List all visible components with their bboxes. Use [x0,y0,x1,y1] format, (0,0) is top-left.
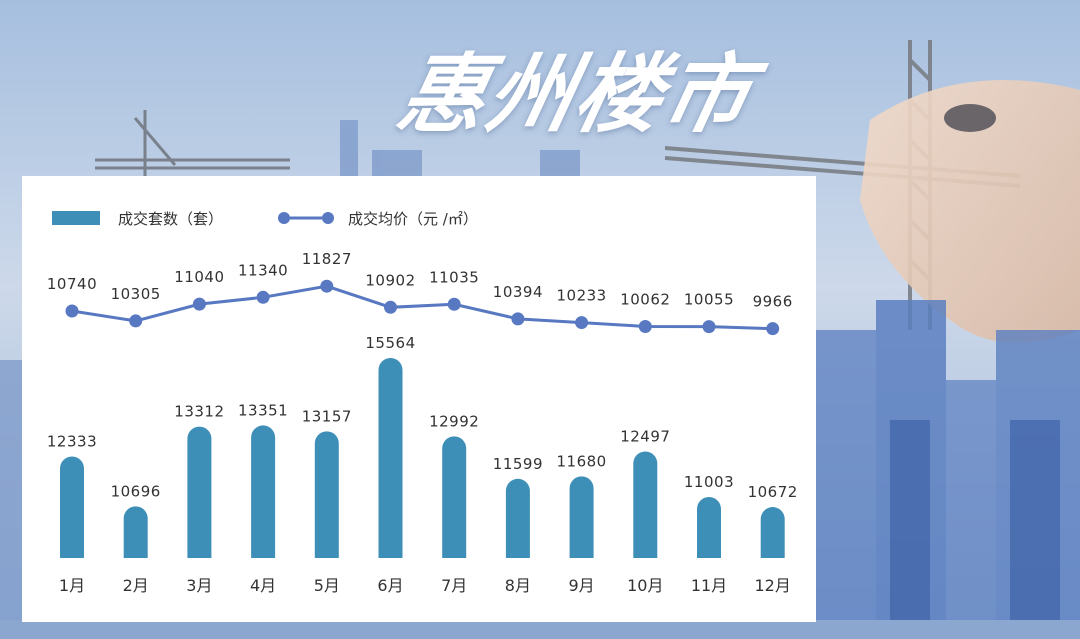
x-tick-12: 12月 [755,576,791,595]
price-label-6: 10902 [365,271,415,289]
bar-label-5: 13157 [302,407,352,425]
price-label-1: 10740 [47,275,97,293]
legend-line-marker-left [278,212,290,224]
price-label-8: 10394 [493,283,543,301]
price-label-12: 9966 [753,293,793,311]
x-tick-3: 3月 [186,576,212,595]
x-tick-6: 6月 [377,576,403,595]
price-point-3 [192,297,206,311]
price-label-7: 11035 [429,268,479,286]
price-label-11: 10055 [684,291,734,309]
bar-6 [378,358,403,558]
bar-label-11: 11003 [684,473,734,491]
legend-line-label: 成交均价（元 /㎡） [348,210,478,228]
bar-label-8: 11599 [493,455,543,473]
x-tick-8: 8月 [505,576,531,595]
bar-8 [505,478,530,558]
price-point-6 [384,300,397,314]
x-tick-10: 10月 [627,576,663,595]
bar-label-3: 13312 [174,403,224,421]
bar-label-4: 13351 [238,401,288,419]
price-point-9 [575,316,589,330]
headline-title: 惠州楼市 [389,45,763,145]
price-point-4 [256,290,270,304]
bar-10 [633,451,658,558]
price-label-5: 11827 [302,250,352,268]
bar-1 [60,456,84,558]
x-tick-4: 4月 [250,576,276,595]
price-label-2: 10305 [111,285,161,303]
bar-label-12: 10672 [748,483,798,501]
bar-12 [760,507,785,558]
bar-label-10: 12497 [620,427,670,445]
bar-2 [123,506,148,558]
price-point-11 [702,320,716,334]
bar-label-2: 10696 [111,482,161,500]
price-point-2 [129,314,143,328]
bar-9 [569,476,594,558]
bar-label-6: 15564 [365,334,415,352]
price-label-3: 11040 [174,268,224,286]
price-label-10: 10062 [620,290,670,308]
x-tick-7: 7月 [441,576,467,595]
legend-bar-label: 成交套数（套） [118,210,223,228]
price-line [71,284,773,331]
price-point-7 [447,297,461,311]
price-point-10 [638,319,652,333]
price-label-4: 11340 [238,261,288,279]
x-axis-ticks: 1月 2月 3月 4月 5月 6月 7月 8月 9月 10月 11月 12月 [59,576,791,595]
x-tick-2: 2月 [123,576,149,595]
bar-5 [314,431,339,558]
chart-panel: 成交套数（套） 成交均价（元 /㎡） 12333 10696 13312 13351 1… [22,176,816,622]
x-tick-11: 11月 [691,576,727,595]
legend: 成交套数（套） 成交均价（元 /㎡） [52,210,478,228]
bar-series [60,358,785,558]
bar-7 [442,436,467,558]
x-tick-9: 9月 [569,576,595,595]
line-series [65,279,780,336]
line-value-labels: 10740 10305 11040 11340 11827 10902 11035 10394… [47,250,793,311]
bar-4 [251,425,276,558]
bar-label-9: 11680 [556,452,606,470]
price-point-8 [511,312,525,326]
x-tick-1: 1月 [59,576,85,595]
price-point-1 [65,304,79,318]
price-point-12 [766,322,780,336]
legend-bar-swatch [52,211,100,225]
bar-label-7: 12992 [429,412,479,430]
bar-11 [697,496,721,558]
x-tick-5: 5月 [314,576,340,595]
bar-3 [187,426,212,558]
price-label-9: 10233 [556,287,606,305]
bar-label-1: 12333 [47,432,97,450]
legend-line-marker-right [322,212,334,224]
price-point-5 [320,279,334,293]
bar-value-labels: 12333 10696 13312 13351 13157 15564 12992 11599… [47,334,798,501]
